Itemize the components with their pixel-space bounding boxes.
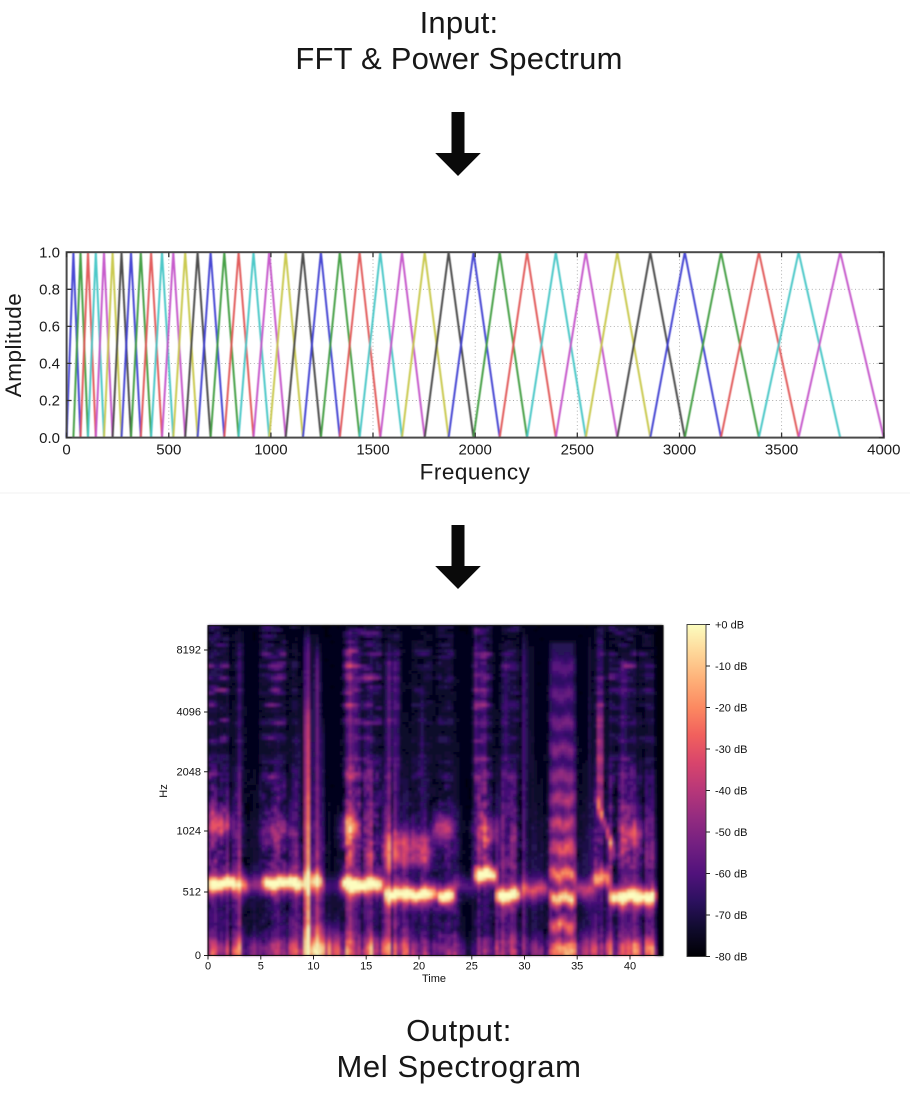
svg-text:0: 0 [195,950,201,962]
svg-text:-10 dB: -10 dB [715,661,747,673]
svg-text:2000: 2000 [459,442,492,459]
svg-text:0.0: 0.0 [39,430,60,447]
svg-text:0.6: 0.6 [39,319,60,336]
svg-text:512: 512 [183,887,201,899]
svg-text:Time: Time [422,973,446,985]
svg-text:Amplitude: Amplitude [1,293,26,398]
svg-text:0: 0 [205,961,211,973]
svg-text:0: 0 [62,442,70,459]
svg-text:-70 dB: -70 dB [715,910,747,922]
svg-text:35: 35 [571,961,583,973]
svg-text:-80 dB: -80 dB [715,951,747,963]
svg-text:-40 dB: -40 dB [715,785,747,797]
svg-text:-20 dB: -20 dB [715,702,747,714]
svg-text:20: 20 [413,961,425,973]
svg-text:-30 dB: -30 dB [715,744,747,756]
svg-text:0.8: 0.8 [39,282,60,299]
svg-text:4000: 4000 [867,442,900,459]
svg-text:1024: 1024 [177,826,201,838]
svg-text:-50 dB: -50 dB [715,827,747,839]
svg-text:Frequency: Frequency [420,460,531,485]
svg-text:+0 dB: +0 dB [715,619,744,631]
svg-text:3000: 3000 [663,442,696,459]
svg-text:1.0: 1.0 [39,244,60,261]
svg-text:1000: 1000 [254,442,287,459]
svg-text:10: 10 [307,961,319,973]
svg-text:30: 30 [518,961,530,973]
svg-text:2048: 2048 [177,766,201,778]
svg-text:0.4: 0.4 [39,356,60,373]
svg-text:40: 40 [624,961,636,973]
svg-text:4096: 4096 [177,707,201,719]
svg-text:3500: 3500 [765,442,798,459]
svg-text:Hz: Hz [158,784,170,797]
svg-text:0.2: 0.2 [39,393,60,410]
svg-text:25: 25 [466,961,478,973]
svg-text:1500: 1500 [356,442,389,459]
svg-text:15: 15 [360,961,372,973]
svg-text:2500: 2500 [561,442,594,459]
svg-text:-60 dB: -60 dB [715,868,747,880]
svg-text:5: 5 [258,961,264,973]
svg-text:500: 500 [156,442,181,459]
svg-text:8192: 8192 [177,645,201,657]
